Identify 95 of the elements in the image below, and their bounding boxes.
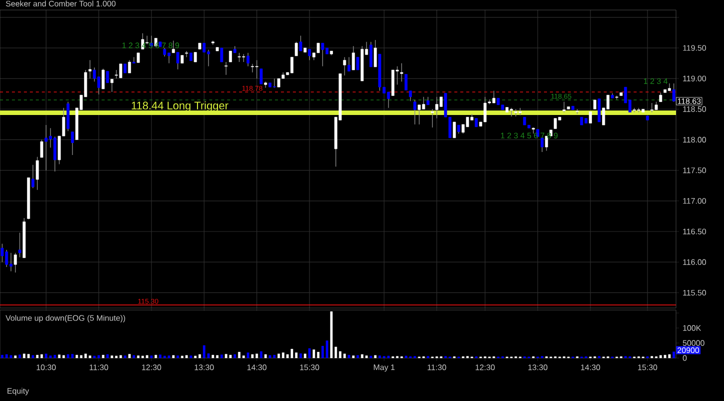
candlestick: [400, 62, 404, 82]
candlestick: [172, 40, 175, 54]
bar: [124, 356, 126, 358]
candlestick: [194, 52, 197, 62]
candlestick: [88, 60, 92, 79]
bar: [150, 356, 153, 358]
candlestick: [348, 56, 350, 72]
bar: [128, 354, 131, 358]
bar: [106, 354, 109, 358]
candlestick: [185, 50, 188, 58]
bar: [212, 354, 214, 358]
bar: [36, 354, 39, 358]
bar: [62, 355, 65, 358]
candlestick: [228, 50, 232, 62]
bar: [132, 355, 136, 358]
bar: [14, 356, 17, 358]
candlestick: [352, 46, 355, 70]
candlestick: [14, 252, 17, 273]
candlestick: [128, 60, 131, 74]
candlestick: [404, 74, 408, 91]
candlestick: [106, 70, 110, 84]
candlestick: [53, 136, 56, 172]
bar: [194, 356, 197, 358]
bar: [672, 352, 676, 358]
bar: [93, 356, 96, 358]
candlestick: [343, 56, 346, 76]
bar: [308, 348, 311, 358]
candlestick: [593, 100, 596, 110]
candlestick: [202, 42, 206, 53]
candlestick: [430, 108, 434, 128]
candlestick: [0, 243, 4, 262]
candlestick: [562, 101, 566, 113]
candlestick: [44, 124, 48, 171]
candlestick: [672, 83, 676, 102]
candlestick: [31, 164, 34, 188]
candlestick: [452, 122, 456, 138]
bar: [40, 354, 43, 358]
candlestick: [18, 232, 22, 258]
bar: [76, 354, 78, 358]
candlestick: [36, 156, 39, 190]
bar: [374, 355, 377, 358]
candlestick: [540, 138, 544, 152]
bar: [264, 354, 267, 358]
candlestick: [408, 90, 412, 102]
candlestick: [545, 136, 548, 152]
candlestick: [40, 139, 44, 158]
bar: [343, 354, 346, 358]
candlestick: [224, 62, 228, 76]
candlestick: [321, 42, 324, 67]
bar: [304, 354, 306, 358]
candlestick: [220, 48, 224, 62]
bar: [18, 354, 21, 358]
candlestick: [255, 60, 258, 79]
bar: [251, 354, 254, 358]
bar: [234, 354, 236, 358]
candlestick: [659, 92, 662, 102]
candlestick: [369, 41, 372, 68]
bar: [32, 355, 34, 358]
bar: [300, 353, 302, 358]
bar: [185, 355, 188, 358]
candlestick: [110, 78, 114, 92]
candlestick: [246, 52, 250, 67]
bar: [330, 311, 333, 358]
bar: [352, 356, 355, 358]
bar: [246, 352, 250, 358]
bar: [242, 356, 245, 358]
candlestick: [124, 64, 127, 74]
bar: [102, 354, 104, 358]
bar: [190, 356, 192, 358]
candlestick: [418, 104, 421, 125]
bar: [154, 354, 158, 358]
candlestick: [588, 111, 592, 124]
candlestick: [136, 52, 140, 63]
bar: [348, 354, 350, 358]
candlestick: [356, 56, 360, 70]
candlestick: [102, 68, 105, 90]
candlestick: [141, 32, 144, 50]
candlestick: [374, 40, 377, 68]
candlestick: [598, 98, 601, 122]
bar: [260, 351, 262, 358]
bar: [220, 354, 223, 358]
candlestick: [413, 100, 416, 125]
candlestick: [176, 52, 180, 70]
bar: [176, 356, 179, 358]
bar: [172, 355, 175, 358]
bar: [312, 350, 316, 358]
candlestick: [294, 41, 298, 56]
candlestick: [492, 90, 496, 104]
candlestick: [299, 35, 302, 52]
candlestick: [70, 131, 74, 156]
bar: [370, 356, 372, 358]
candlestick: [308, 48, 311, 61]
bar: [356, 355, 359, 358]
candlestick: [290, 56, 294, 74]
candlestick: [260, 68, 263, 84]
